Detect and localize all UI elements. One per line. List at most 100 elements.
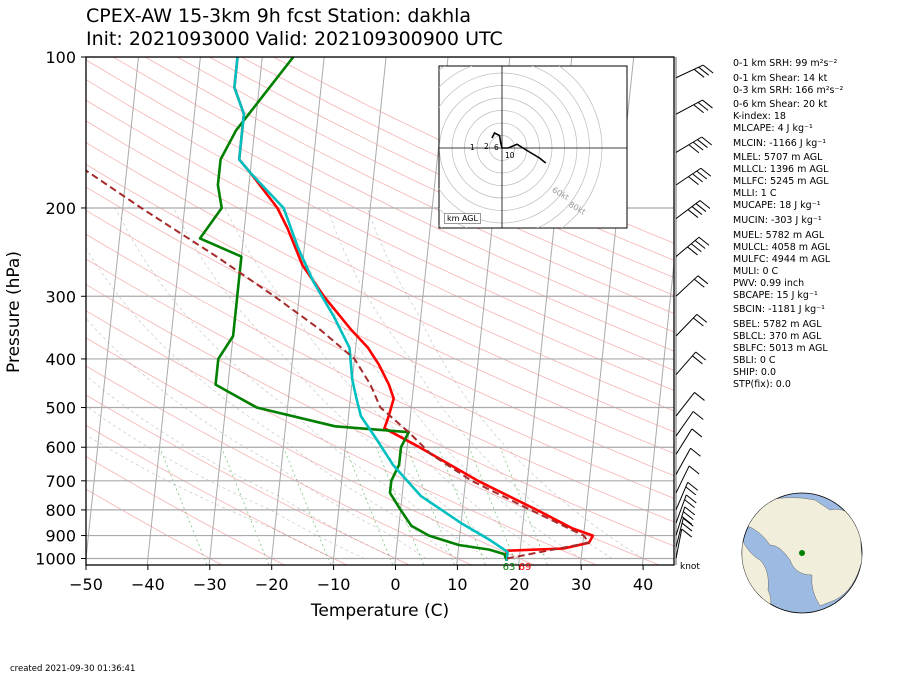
- x-tick-label: 0: [390, 575, 400, 594]
- wind-units-label: knot: [680, 562, 700, 572]
- hodograph-height-mark: 6: [494, 143, 499, 152]
- index-line: MLLFC: 5245 m AGL: [733, 176, 829, 188]
- axes: −50 −40 −30 −20 −10 0 10 20 30 40 100 200 300 400 500 6…: [35, 48, 653, 594]
- index-line: MUCAPE: 18 J kg⁻¹: [733, 200, 821, 212]
- isotherm: [641, 258, 674, 565]
- index-line: 0-3 km SRH: 166 m²s⁻²: [733, 84, 844, 96]
- y-axis-label: Pressure (hPa): [4, 251, 24, 373]
- dry-adiabat: [86, 283, 661, 565]
- moist-adiabat: [224, 207, 551, 559]
- hodograph-height-mark: 2: [484, 142, 489, 151]
- isotherm: [146, 57, 201, 565]
- x-tick-label: 30: [571, 575, 591, 594]
- index-line: SBLI: 0 C: [733, 354, 776, 366]
- moist-adiabat: [275, 207, 582, 559]
- wind-barb: [675, 517, 694, 548]
- mixing-ratio-line: [468, 447, 517, 565]
- hodograph-height-mark: 10: [505, 151, 515, 160]
- plot-profiles: [86, 57, 595, 562]
- surface-dewpoint-label: 63: [503, 562, 516, 573]
- dry-adiabat: [86, 488, 223, 565]
- dry-adiabat: [86, 99, 674, 391]
- index-line: SBCAPE: 15 J kg⁻¹: [733, 289, 818, 301]
- wind-barb: [675, 465, 700, 494]
- x-tick-label: −40: [131, 575, 165, 594]
- surface-temperature-label: 69: [519, 562, 532, 573]
- dry-adiabat: [86, 258, 674, 547]
- plot-frame: [85, 56, 675, 566]
- index-line: 0-1 km Shear: 14 kt: [733, 72, 828, 84]
- y-tick-label: 400: [45, 350, 76, 369]
- isotherm: [332, 57, 387, 565]
- y-tick-label: 600: [45, 438, 76, 457]
- mixing-ratio-line: [344, 447, 394, 565]
- dry-adiabat: [86, 120, 674, 412]
- wind-barb: [675, 506, 696, 536]
- index-line: SBEL: 5782 m AGL: [733, 318, 822, 330]
- wind-barb: [675, 392, 705, 417]
- dry-adiabat: [86, 163, 674, 454]
- dry-adiabat: [86, 59, 674, 352]
- isotherm: [86, 57, 139, 564]
- x-tick-label: −10: [317, 575, 351, 594]
- index-line: K-index: 18: [733, 111, 786, 123]
- wind-barb: [675, 275, 709, 297]
- plot-background-lines: [86, 57, 674, 565]
- mixing-ratio-line: [221, 447, 270, 565]
- y-tick-label: 700: [45, 472, 76, 491]
- chart-subtitle: Init: 2021093000 Valid: 202109300900 UTC: [86, 28, 503, 50]
- location-globe: [741, 492, 863, 614]
- index-line: MULFC: 4944 m AGL: [733, 253, 831, 265]
- index-line: MULI: 0 C: [733, 265, 779, 277]
- virtual-temperature-profile: [233, 57, 509, 561]
- wind-barb: [675, 64, 714, 79]
- index-line: 0-1 km SRH: 99 m²s⁻²: [733, 58, 838, 69]
- dewpoint-profile: [198, 57, 508, 562]
- dry-adiabat: [86, 337, 536, 565]
- y-tick-label: 1000: [35, 550, 76, 569]
- chart-title: CPEX-AW 15-3km 9h fcst Station: dakhla: [86, 5, 472, 27]
- hodograph-height-mark: 1: [470, 143, 475, 152]
- index-line: MUCIN: -303 J kg⁻¹: [733, 215, 822, 226]
- wind-barb: [675, 99, 713, 115]
- dry-adiabat: [86, 186, 674, 477]
- y-tick-label: 200: [45, 199, 76, 218]
- wind-barb: [675, 314, 708, 337]
- moist-adiabat: [366, 207, 644, 559]
- dry-adiabat: [86, 424, 348, 565]
- x-axis-label: Temperature (C): [310, 601, 449, 621]
- index-line: MULCL: 4058 m AGL: [733, 241, 831, 253]
- mixing-ratio-line: [282, 447, 332, 565]
- mixing-ratio-line: [159, 447, 208, 565]
- y-tick-label: 100: [45, 48, 76, 67]
- y-tick-label: 300: [45, 287, 76, 306]
- x-tick-label: −30: [193, 575, 227, 594]
- wind-barbs: [675, 57, 714, 565]
- hodograph-key: km AGL: [444, 213, 481, 224]
- dry-adiabat: [86, 79, 674, 371]
- dry-adiabat: [112, 57, 674, 333]
- moist-adiabat: [115, 207, 489, 559]
- station-marker: [799, 550, 805, 556]
- index-line: MLCAPE: 4 J kg⁻¹: [733, 123, 813, 135]
- index-line: MLEL: 5707 m AGL: [733, 152, 823, 164]
- wind-barb: [675, 236, 710, 257]
- x-tick-label: −20: [255, 575, 289, 594]
- x-tick-label: 40: [633, 575, 653, 594]
- index-line: MLCIN: -1166 J kg⁻¹: [733, 137, 827, 149]
- y-tick-label: 900: [45, 527, 76, 546]
- y-tick-label: 800: [45, 501, 76, 520]
- created-timestamp: created 2021-09-30 01:36:41: [10, 664, 136, 674]
- dry-adiabat: [144, 57, 674, 314]
- wind-barb: [675, 428, 703, 455]
- index-line: SBLCL: 370 m AGL: [733, 330, 822, 342]
- wind-barb: [675, 200, 711, 219]
- dry-adiabat: [86, 209, 674, 499]
- index-line: SBLFC: 5013 m AGL: [733, 342, 828, 354]
- dry-adiabat: [86, 310, 598, 565]
- wind-barb: [675, 351, 706, 376]
- index-line: MLLI: 1 C: [733, 188, 777, 200]
- x-tick-label: 10: [447, 575, 467, 594]
- dry-adiabat: [86, 365, 473, 565]
